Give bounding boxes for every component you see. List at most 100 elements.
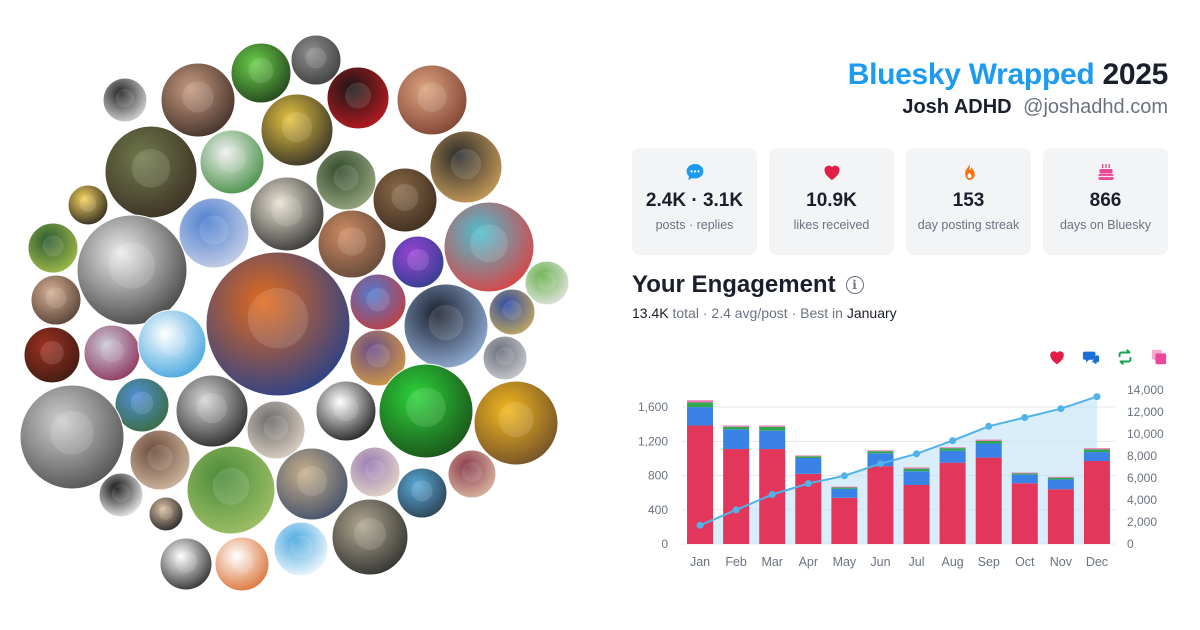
avatar-face-hint (281, 112, 313, 143)
bar-segment[interactable] (975, 439, 1002, 441)
x-tick-label: Apr (799, 555, 818, 569)
bar-segment[interactable] (903, 484, 930, 544)
wrapped-panel: Bluesky Wrapped 2025 Josh ADHD @joshadhd… (632, 58, 1168, 365)
avatar-face-hint (354, 518, 386, 550)
bar-segment[interactable] (1083, 461, 1110, 544)
info-icon[interactable]: i (845, 276, 864, 294)
cumulative-point[interactable] (696, 521, 704, 529)
avatar-face-hint (199, 215, 229, 245)
bar-segment[interactable] (795, 456, 822, 459)
y-right-tick-label: 12,000 (1127, 405, 1164, 419)
avatar (19, 384, 125, 490)
bar-segment[interactable] (687, 402, 714, 408)
avatar-face-hint (470, 224, 508, 263)
cumulative-point[interactable] (985, 422, 993, 430)
cumulative-point[interactable] (1057, 405, 1065, 413)
avatar (378, 363, 474, 459)
bar-segment[interactable] (1083, 449, 1110, 453)
bar-segment[interactable] (1011, 472, 1038, 474)
bar-segment[interactable] (723, 425, 750, 427)
engagement-header: Your Engagement i (632, 271, 1168, 299)
bar-segment[interactable] (1047, 479, 1074, 490)
bar-segment[interactable] (831, 486, 858, 488)
avatar-face-hint (337, 227, 367, 256)
bar-segment[interactable] (903, 471, 930, 485)
bar-segment[interactable] (939, 447, 966, 449)
avatar (230, 42, 292, 104)
avatar (473, 380, 559, 466)
bar-segment[interactable] (975, 457, 1002, 544)
bar-segment[interactable] (1011, 474, 1038, 484)
bar-segment[interactable] (687, 400, 714, 403)
bar-segment[interactable] (903, 467, 930, 469)
cumulative-point[interactable] (949, 437, 957, 445)
cumulative-point[interactable] (876, 460, 884, 468)
avatar (443, 201, 535, 293)
avatar-face-hint (344, 82, 372, 109)
avatar (205, 251, 351, 397)
bar-segment[interactable] (975, 440, 1002, 444)
avatar-face-hint (218, 146, 246, 173)
cumulative-point[interactable] (840, 472, 848, 480)
cake-icon (1043, 162, 1168, 182)
bar-segment[interactable] (795, 455, 822, 457)
bar-segment[interactable] (867, 450, 894, 452)
avatar-face-hint (411, 480, 433, 502)
bar-segment[interactable] (795, 458, 822, 474)
cumulative-line-path (699, 395, 1098, 527)
avatar-face-hint (391, 184, 419, 211)
bar-segment[interactable] (759, 425, 786, 427)
stat-card-streak: 153 day posting streak (906, 148, 1031, 255)
user-handle: @joshadhd.com (1023, 96, 1168, 118)
bar-segment[interactable] (831, 497, 858, 544)
avatar-face-hint (111, 484, 131, 503)
bar-segment[interactable] (1011, 483, 1038, 544)
bar-segment[interactable] (723, 426, 750, 430)
y-left-tick-label: 1,600 (638, 400, 668, 414)
bar-segment[interactable] (939, 450, 966, 463)
avatar (102, 77, 148, 123)
bar-segment[interactable] (723, 429, 750, 450)
bar-segment[interactable] (759, 430, 786, 450)
avatar (199, 129, 265, 195)
bar-segment[interactable] (759, 426, 786, 431)
y-right-tick-label: 8,000 (1127, 449, 1157, 463)
stat-label: likes received (793, 218, 870, 232)
cumulative-point[interactable] (913, 450, 921, 458)
avatar-face-hint (263, 415, 289, 440)
bar-segment[interactable] (867, 466, 894, 544)
cumulative-point[interactable] (768, 491, 776, 498)
avatar-face-hint (502, 300, 522, 320)
avatar-face-hint (271, 195, 303, 227)
bar-segment[interactable] (939, 448, 966, 451)
bar-segment[interactable] (939, 462, 966, 544)
bar-segment[interactable] (1083, 448, 1110, 450)
cumulative-point[interactable] (804, 480, 812, 487)
bar-segment[interactable] (1083, 452, 1110, 462)
cumulative-point[interactable] (732, 506, 740, 514)
y-right-tick-label: 14,000 (1127, 383, 1164, 397)
bar-segment[interactable] (1047, 489, 1074, 544)
bar-segment[interactable] (1047, 477, 1074, 480)
avatar (482, 335, 528, 381)
avatar-face-hint (461, 462, 483, 483)
bar-segment[interactable] (975, 443, 1002, 458)
avatar-face-hint (417, 82, 447, 112)
x-tick-label: Jul (909, 555, 925, 569)
chart-legend (1048, 348, 1168, 366)
bar-segment[interactable] (1047, 476, 1074, 478)
bar-segment[interactable] (687, 407, 714, 426)
stat-label: days on Bluesky (1059, 218, 1152, 232)
bar-segment[interactable] (1011, 473, 1038, 475)
avatar-face-hint (366, 344, 390, 368)
avatar-face-hint (131, 149, 171, 188)
avatar (260, 93, 334, 167)
cumulative-point[interactable] (1093, 393, 1101, 401)
bar-segment[interactable] (867, 451, 894, 454)
bar-segment[interactable] (831, 488, 858, 498)
bar-segment[interactable] (831, 487, 858, 489)
cumulative-point[interactable] (1021, 414, 1029, 421)
bar-segment[interactable] (903, 468, 930, 472)
avatar-face-hint (498, 402, 534, 438)
bar-segment[interactable] (723, 449, 750, 544)
